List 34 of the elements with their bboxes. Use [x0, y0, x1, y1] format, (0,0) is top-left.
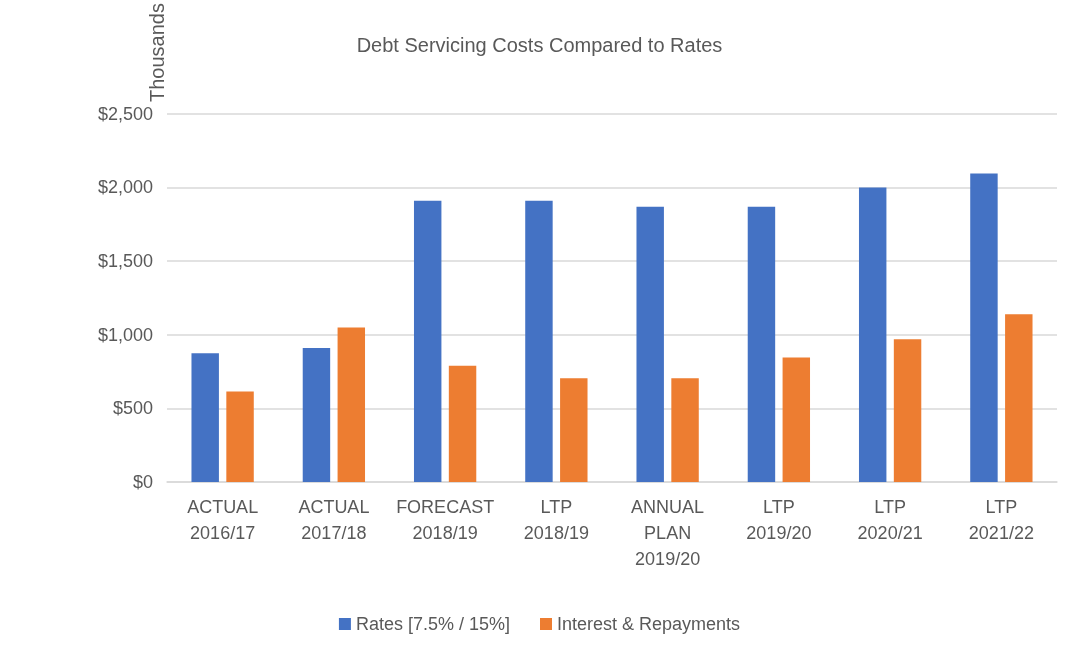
bar — [893, 339, 922, 482]
y-tick-label: $1,000 — [97, 324, 153, 345]
x-tick-label: FORECAST 2018/19 — [396, 497, 495, 543]
y-tick-label: $2,500 — [97, 103, 153, 124]
bar — [636, 206, 664, 482]
bar — [970, 173, 998, 482]
x-tick-label: ANNUAL PLAN 2019/20 — [631, 497, 705, 569]
x-tick-label: LTP 2018/19 — [523, 497, 589, 543]
x-tick-label: LTP 2019/20 — [746, 497, 812, 543]
bar — [1005, 314, 1033, 482]
y-tick-label: $1,500 — [97, 251, 153, 272]
bar — [302, 348, 331, 482]
bar — [226, 391, 254, 482]
y-axis-title: Thousands — [146, 3, 168, 102]
bar — [560, 378, 588, 482]
bar — [782, 357, 811, 482]
legend-label: Interest & Repayments — [557, 614, 741, 634]
x-tick-label: ACTUAL 2016/17 — [187, 497, 259, 543]
legend-label: Rates [7.5% / 15%] — [355, 614, 511, 634]
bar — [858, 187, 887, 482]
bar — [671, 378, 699, 482]
x-tick-label: LTP 2021/22 — [968, 497, 1034, 543]
bar — [448, 365, 477, 482]
bar — [525, 200, 553, 482]
bar — [747, 206, 776, 482]
bar — [337, 327, 366, 482]
x-tick-label: ACTUAL 2017/18 — [298, 497, 370, 543]
y-tick-label: $500 — [112, 398, 153, 419]
y-tick-label: $2,000 — [97, 177, 153, 198]
bar — [191, 353, 219, 482]
x-tick-label: LTP 2020/21 — [857, 497, 923, 543]
bar — [413, 200, 442, 482]
chart-title: Debt Servicing Costs Compared to Rates — [356, 34, 723, 56]
y-tick-label: $0 — [132, 472, 153, 492]
